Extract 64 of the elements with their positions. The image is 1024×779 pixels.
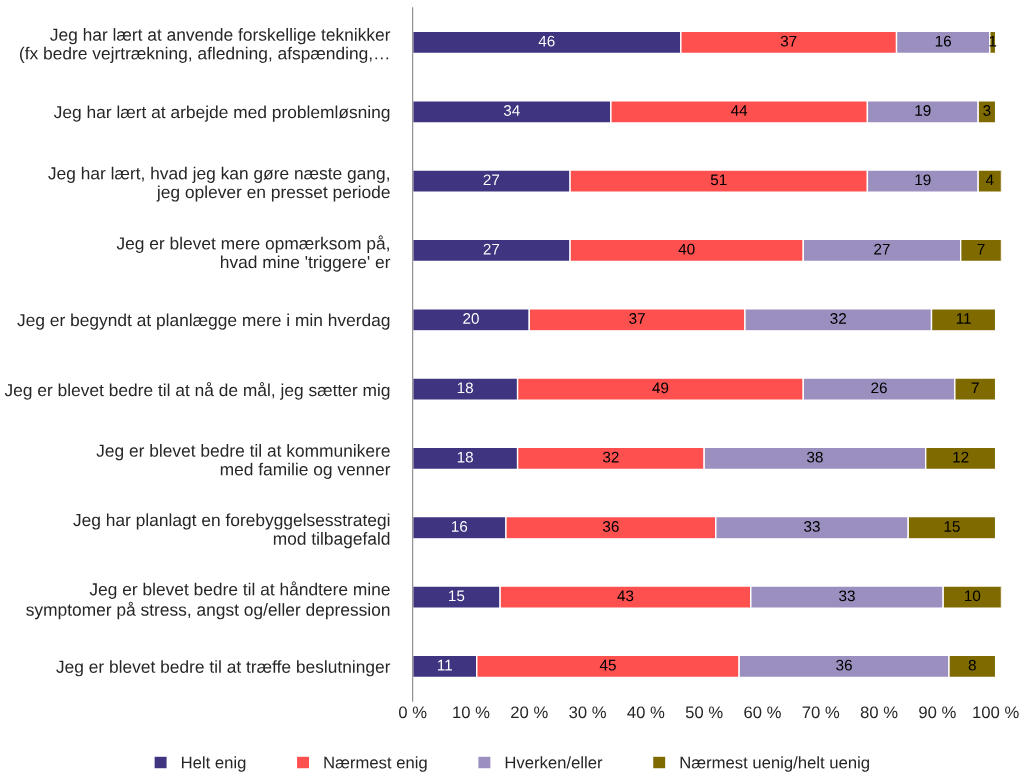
legend-label: Helt enig (181, 756, 246, 772)
data-label: 26 (871, 382, 887, 394)
data-label: 19 (915, 105, 931, 116)
data-label: 40 (678, 243, 695, 255)
data-label: 33 (804, 521, 820, 532)
data-label: 34 (503, 105, 520, 116)
y-tick-label: Jeg er begyndt at planlægge mere i min hverdag (17, 313, 390, 330)
data-label: 16 (451, 521, 468, 532)
x-tick-label: 10 % (453, 706, 490, 719)
data-label: 7 (971, 382, 979, 394)
y-tick-label: Jeg er blevet bedre til at kommunikere med familie og venner (96, 444, 391, 479)
data-label: 51 (710, 174, 727, 186)
data-label: 45 (599, 659, 616, 671)
data-label: 10 (964, 590, 981, 602)
x-tick-label: 60 % (744, 706, 781, 719)
data-label: 12 (953, 451, 969, 463)
data-label: 15 (944, 521, 960, 532)
data-label: 27 (483, 174, 500, 186)
legend-label: Hverken/eller (505, 756, 603, 769)
y-tick-label: Jeg har lært at anvende forskellige teknikker (fx bedre vejrtrækning, afledning, afspænding,… (20, 28, 391, 63)
data-label: 19 (915, 174, 931, 186)
data-label: 18 (457, 451, 473, 463)
data-label: 44 (730, 105, 748, 116)
y-tick-label: Jeg er blevet bedre til at træffe beslutninger (56, 660, 391, 677)
y-tick-label: Jeg er blevet mere opmærksom på, hvad mine 'triggere' er (116, 235, 391, 272)
x-tick-label: 20 % (511, 706, 548, 719)
data-label: 7 (977, 243, 985, 255)
x-tick-label: 90 % (919, 706, 956, 719)
x-tick-label: 50 % (685, 706, 723, 719)
y-tick-label: Jeg er blevet bedre til at håndtere mine symptomer på stress, angst og/eller depression (26, 581, 390, 620)
data-label: 27 (483, 243, 500, 255)
y-tick-label: Jeg har lært at arbejde med problemløsning (53, 105, 390, 122)
data-label: 49 (652, 382, 669, 394)
x-tick-label: 40 % (627, 706, 665, 719)
x-tick-label: 0 % (398, 706, 427, 719)
data-label: 20 (463, 313, 479, 324)
data-label: 38 (807, 451, 823, 463)
data-label: 36 (836, 659, 852, 671)
data-label: 32 (830, 313, 846, 324)
x-tick-label: 80 % (860, 706, 898, 719)
data-label: 43 (617, 590, 634, 602)
data-label: 11 (956, 313, 971, 324)
data-label: 36 (602, 521, 619, 532)
data-label: 15 (449, 590, 465, 602)
data-label: 11 (437, 659, 452, 671)
data-label: 37 (629, 313, 645, 324)
x-tick-label: 100 % (973, 706, 1019, 719)
data-label: 37 (780, 35, 797, 47)
x-tick-label: 30 % (569, 706, 606, 719)
y-tick-label: Jeg er blevet bedre til at nå de mål, jeg sætter mig (4, 382, 390, 400)
y-tick-label: Jeg har lært, hvad jeg kan gøre næste gang, jeg oplever en presset periode (48, 166, 390, 202)
legend-label: Nærmest uenig/helt uenig (680, 756, 869, 772)
data-label: 46 (538, 35, 555, 47)
data-label: 8 (968, 659, 976, 671)
data-label: 18 (457, 382, 473, 394)
data-label: 27 (874, 243, 890, 255)
data-label: 32 (602, 451, 619, 463)
legend-label: Nærmest enig (324, 756, 427, 772)
data-label: 3 (983, 105, 991, 116)
data-label: 4 (985, 174, 994, 186)
x-tick-label: 70 % (802, 706, 840, 719)
data-label: 33 (839, 590, 855, 602)
data-label: 16 (935, 35, 951, 47)
y-tick-label: Jeg har planlagt en forebyggelsesstrategi mod tilbagefald (73, 513, 390, 549)
